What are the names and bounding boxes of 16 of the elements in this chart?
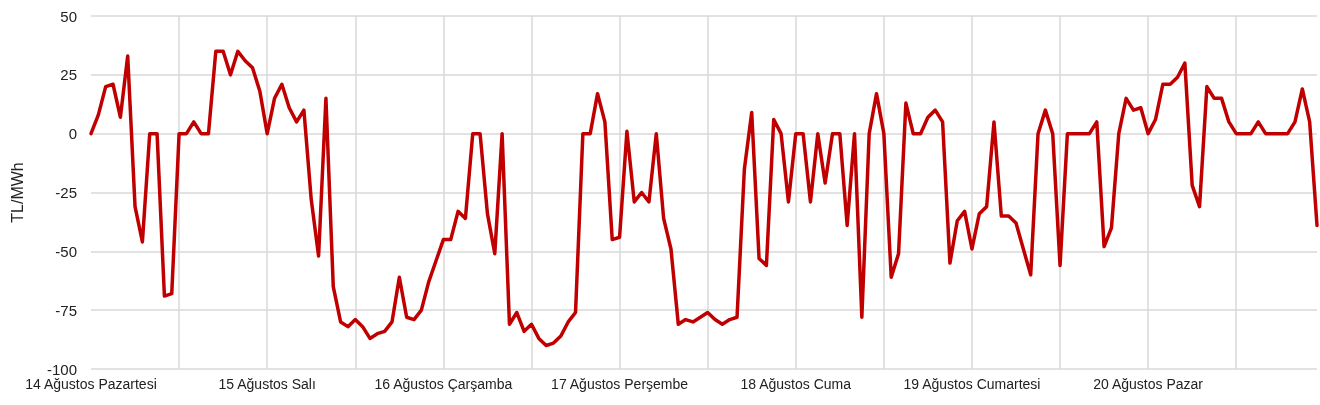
line-series [89,49,1319,348]
y-tick-label: 25 [60,66,77,84]
x-tick-label: 14 Ağustos Pazartesi [25,376,157,392]
x-tick-label: 20 Ağustos Pazar [1093,376,1204,392]
y-tick-label: -100 [46,360,77,378]
y-axis-title: TL/MWh [8,162,26,223]
x-tick-label: 18 Ağustos Cuma [740,376,852,392]
y-tick-label: 0 [68,125,77,143]
y-tick-label: -25 [55,184,77,201]
y-tick-label: 50 [60,7,77,25]
y-tick-label: -50 [55,242,77,260]
x-tick-label: 19 Ağustos Cumartesi [903,376,1041,392]
x-tick-label: 16 Ağustos Çarşamba [374,376,513,392]
x-tick-label: 15 Ağustos Salı [218,376,316,392]
y-tick-label: -75 [55,301,77,319]
x-tick-label: 17 Ağustos Perşembe [551,376,689,392]
